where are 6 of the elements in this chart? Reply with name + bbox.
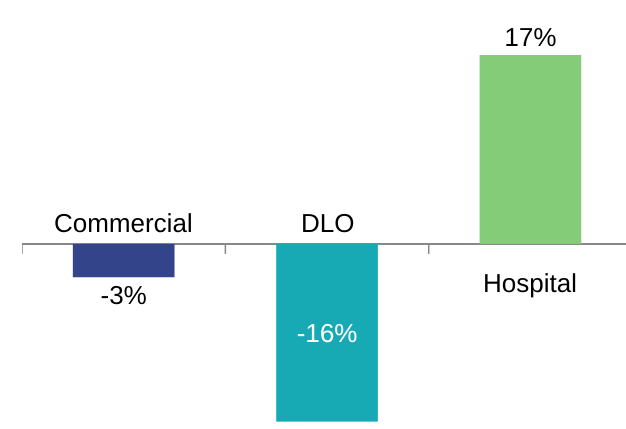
x-tick-label: Commercial: [54, 208, 193, 238]
data-label: 17%: [504, 22, 556, 52]
x-tick-label: Hospital: [483, 268, 577, 298]
data-label: -16%: [296, 318, 358, 348]
data-label: -3%: [100, 280, 147, 310]
x-tick-label: DLO: [301, 208, 354, 238]
